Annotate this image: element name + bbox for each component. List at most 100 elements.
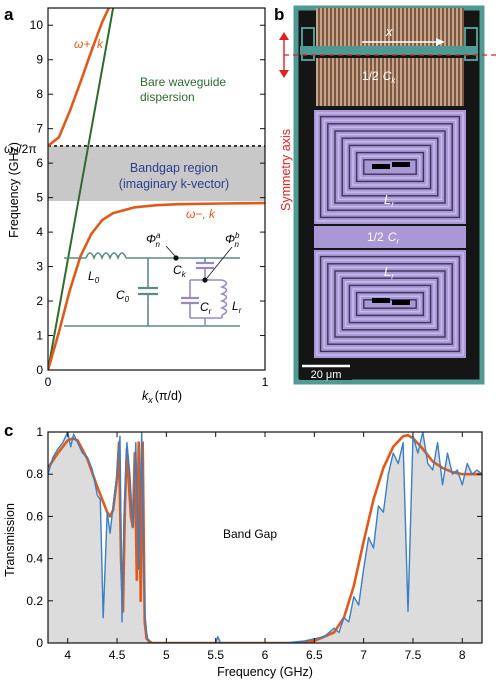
panel-a-curves [48, 8, 265, 370]
panel-letter-a: a [4, 5, 14, 24]
spiral-turn [327, 263, 453, 345]
spiral-turn [337, 133, 443, 201]
x-tick-label-c: 6.5 [306, 648, 323, 662]
lr-label-upper: Lr [384, 192, 394, 209]
spiral-turn [348, 144, 432, 190]
transmission-line [300, 46, 478, 55]
panel-a-frame [47, 7, 266, 371]
symmetry-axis-label: Symmetry axis [279, 129, 293, 211]
spiral-turn [352, 148, 428, 186]
spiral-turn [330, 126, 450, 208]
y-tick-label-a: 5 [36, 191, 43, 205]
bandgap-text-2: (imaginary k-vector) [119, 177, 229, 191]
spiral-turn [352, 288, 428, 320]
panel-b: b Symmetry axis x 1/2 Ck Lr 1/2 Cr Lr [274, 5, 496, 385]
spiral-turn [359, 295, 421, 313]
bandgap-text-1: Bandgap region [130, 161, 218, 175]
y-tick-label-a: 6 [36, 156, 43, 170]
spiral-turn [327, 123, 453, 211]
lr-label: Lr [232, 299, 242, 315]
x-arrow-head-icon [436, 38, 445, 46]
panel-letter-c: c [4, 421, 13, 440]
y-tick-label-c: 0.4 [26, 552, 43, 566]
waveguide-pad-right [464, 27, 478, 61]
spiral-turn [337, 273, 443, 335]
x-tick-label-c: 4.5 [109, 648, 126, 662]
y-tick-label-a: 7 [36, 122, 43, 136]
x-tick-label-a: 1 [262, 375, 269, 389]
spiral-turn [355, 151, 425, 183]
y-tick-label-a: 0 [36, 363, 43, 377]
spiral-turn [323, 119, 457, 215]
spiral-center-1a [372, 164, 390, 169]
x-tick-label-c: 6 [262, 648, 269, 662]
spiral-turn [323, 259, 457, 349]
inductor-lr [219, 279, 228, 316]
lr-label-lower: Lr [384, 264, 394, 281]
lower-branch-curve [48, 201, 265, 370]
spiral-turn [363, 159, 417, 175]
waveguide-pad-left [301, 27, 315, 61]
panel-c: c 0 0.2 0.4 0.6 0.8 1 4 4.5 5 5.5 6 6.5 7 7.5 8 Transm… [3, 421, 483, 679]
spiral-turn [355, 291, 425, 317]
panel-a-ticks: 0 1 2 3 4 5 6 7 8 9 10 0 1 [30, 18, 269, 389]
half-cr-label: 1/2 Cr [367, 230, 399, 246]
phi-b-pointer [206, 246, 233, 279]
panel-a-ylabel: Frequency (GHz) [7, 142, 21, 238]
spiral-turn [341, 137, 439, 197]
x-tick-label-c: 5 [163, 648, 170, 662]
x-tick-label-c: 8 [459, 648, 466, 662]
y-tick-label-c: 0.2 [26, 594, 43, 608]
spiral-turn [334, 130, 446, 204]
spiral-center-1b [392, 162, 410, 167]
symmetry-arrow-down-icon [279, 70, 289, 78]
spiral-turn [316, 112, 464, 222]
panel-c-curves [48, 432, 482, 643]
y-tick-label-a: 3 [36, 260, 43, 274]
y-tick-label-a: 4 [36, 225, 43, 239]
spiral-turn [334, 270, 446, 338]
measured-fill-area [48, 432, 482, 643]
y-tick-label-c: 0.8 [26, 467, 43, 481]
spiral-center-2b [392, 300, 410, 305]
cr-label: Cr [200, 300, 212, 316]
symmetry-arrow-up-icon [279, 32, 289, 40]
spiral-turn [319, 255, 461, 353]
c0-label: C0 [116, 288, 130, 304]
x-arrow-label: x [385, 24, 393, 39]
ck-label: Ck [173, 263, 187, 279]
y-tick-label-a: 9 [36, 53, 43, 67]
half-ck-label: 1/2 Ck [362, 69, 396, 85]
panel-a-xlabel: kx (π/d) [142, 389, 182, 405]
y-tick-label-a: 1 [36, 329, 43, 343]
inductor-l0 [85, 252, 127, 261]
phi-b-label: Φb n [225, 231, 240, 249]
y-tick-label-a: 10 [30, 18, 44, 32]
y-tick-label-a: 8 [36, 87, 43, 101]
coupling-capacitor [316, 58, 464, 106]
node-phi-b [202, 277, 208, 283]
scale-bar-label: 20 μm [311, 369, 342, 381]
spiral-turn [319, 115, 461, 219]
bare-text-2: dispersion [140, 90, 195, 104]
circuit-diagram [64, 252, 240, 327]
l0-label: L0 [88, 269, 100, 285]
node-phi-a [173, 255, 179, 261]
y-tick-label-c: 1 [36, 425, 43, 439]
x-tick-label-c: 4 [64, 648, 71, 662]
bare-text-1: Bare waveguide [140, 75, 226, 89]
x-tick-label-c: 7.5 [405, 648, 422, 662]
omega0-label: ω₀/2π [4, 142, 37, 156]
upper-branch-label: ω+, k [74, 37, 104, 51]
lower-branch-label: ω−, k [186, 207, 216, 221]
spiral-turn [316, 252, 464, 356]
theory-curve [48, 433, 482, 643]
spiral-turn [345, 281, 435, 327]
x-tick-label-c: 7 [360, 648, 367, 662]
bare-dispersion-curve [48, 8, 115, 370]
spiral-center-2a [372, 298, 390, 303]
upper-branch-curve [48, 8, 110, 147]
panel-c-ylabel: Transmission [3, 503, 17, 577]
resonator-capacitor [314, 226, 466, 248]
